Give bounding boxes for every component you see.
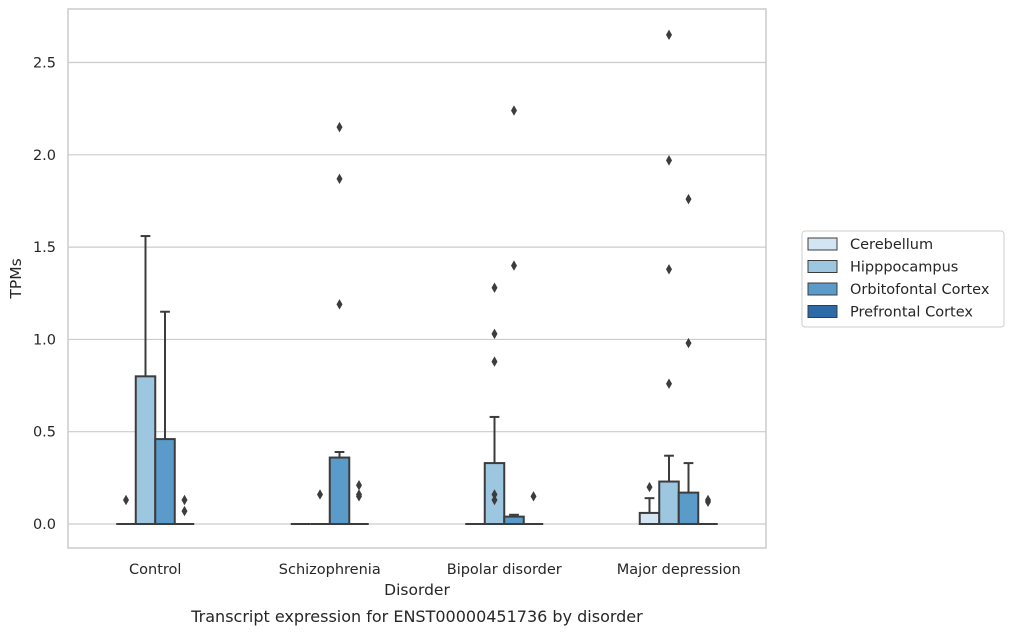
box-group — [134, 235, 157, 526]
y-tick-label: 2.0 — [33, 148, 56, 164]
plot-marks — [116, 29, 718, 526]
outlier-point — [123, 494, 129, 506]
legend-swatch — [807, 260, 838, 273]
y-tick-label: 0.5 — [33, 425, 56, 441]
x-tick-labels: Control Schizophrenia Bipolar disorder Majo… — [129, 562, 741, 578]
outlier-point — [530, 491, 537, 502]
box-group — [658, 454, 680, 526]
outlier-point — [666, 378, 672, 389]
outlier-point — [511, 260, 517, 271]
legend-frame — [801, 230, 1005, 328]
y-tick-labels: 0.0 0.5 1.0 1.5 2.0 2.5 — [33, 56, 56, 533]
outlier-point — [685, 337, 692, 349]
x-tick-label: Bipolar disorder — [447, 562, 562, 578]
outlier-point — [336, 299, 343, 310]
outlier-point — [336, 173, 343, 185]
outlier-point — [356, 480, 362, 491]
box-group — [483, 415, 506, 526]
box-body — [328, 456, 351, 526]
box-body — [658, 480, 680, 526]
box-group — [677, 462, 700, 526]
legend-swatch — [807, 282, 838, 296]
x-tick-label: Schizophrenia — [279, 562, 381, 578]
outlier-point — [646, 481, 653, 493]
legend-label: Prefrontal Cortex — [850, 305, 973, 321]
plot-area-frame — [67, 8, 767, 549]
outlier-point — [356, 489, 362, 500]
outlier-point — [666, 29, 672, 41]
box-group — [503, 513, 525, 526]
outlier-point — [336, 121, 343, 133]
outlier-point — [511, 105, 517, 116]
legend-label: Orbitofontal Cortex — [850, 282, 990, 298]
outlier-point — [181, 505, 188, 517]
y-tick-label: 2.5 — [33, 56, 56, 72]
box-group — [154, 310, 176, 526]
x-tick-label: Control — [129, 562, 181, 578]
box-group — [638, 497, 661, 526]
legend: Cerebellum Hipppocampus Orbitofontal Corte… — [801, 230, 1005, 328]
outlier-point — [685, 193, 692, 205]
outlier-point — [491, 356, 498, 367]
box-body — [154, 438, 176, 526]
box-group — [328, 451, 351, 526]
box-body — [134, 375, 157, 526]
box-body — [677, 491, 700, 526]
legend-label: Hipppocampus — [850, 260, 958, 276]
y-tick-label: 0.0 — [33, 517, 56, 533]
x-axis-title: Disorder — [384, 581, 450, 599]
box-body — [638, 511, 661, 526]
y-tick-label: 1.5 — [33, 240, 56, 256]
outlier-point — [317, 489, 323, 500]
y-axis-title: TPMs — [7, 258, 25, 299]
outlier-point — [491, 282, 498, 293]
outlier-point — [491, 328, 498, 340]
legend-swatch — [807, 305, 838, 318]
outlier-point — [666, 155, 672, 166]
outlier-point — [666, 264, 672, 275]
outlier-point — [491, 494, 498, 506]
outlier-point — [181, 494, 188, 506]
x-tick-label: Major depression — [617, 562, 741, 578]
chart-caption: Transcript expression for ENST0000045173… — [190, 607, 643, 626]
outlier-point — [491, 489, 498, 500]
y-tick-label: 1.0 — [33, 332, 56, 348]
outlier-point — [705, 494, 711, 506]
legend-swatch — [807, 237, 838, 251]
box-body — [503, 515, 525, 526]
legend-label: Cerebellum — [850, 237, 933, 253]
